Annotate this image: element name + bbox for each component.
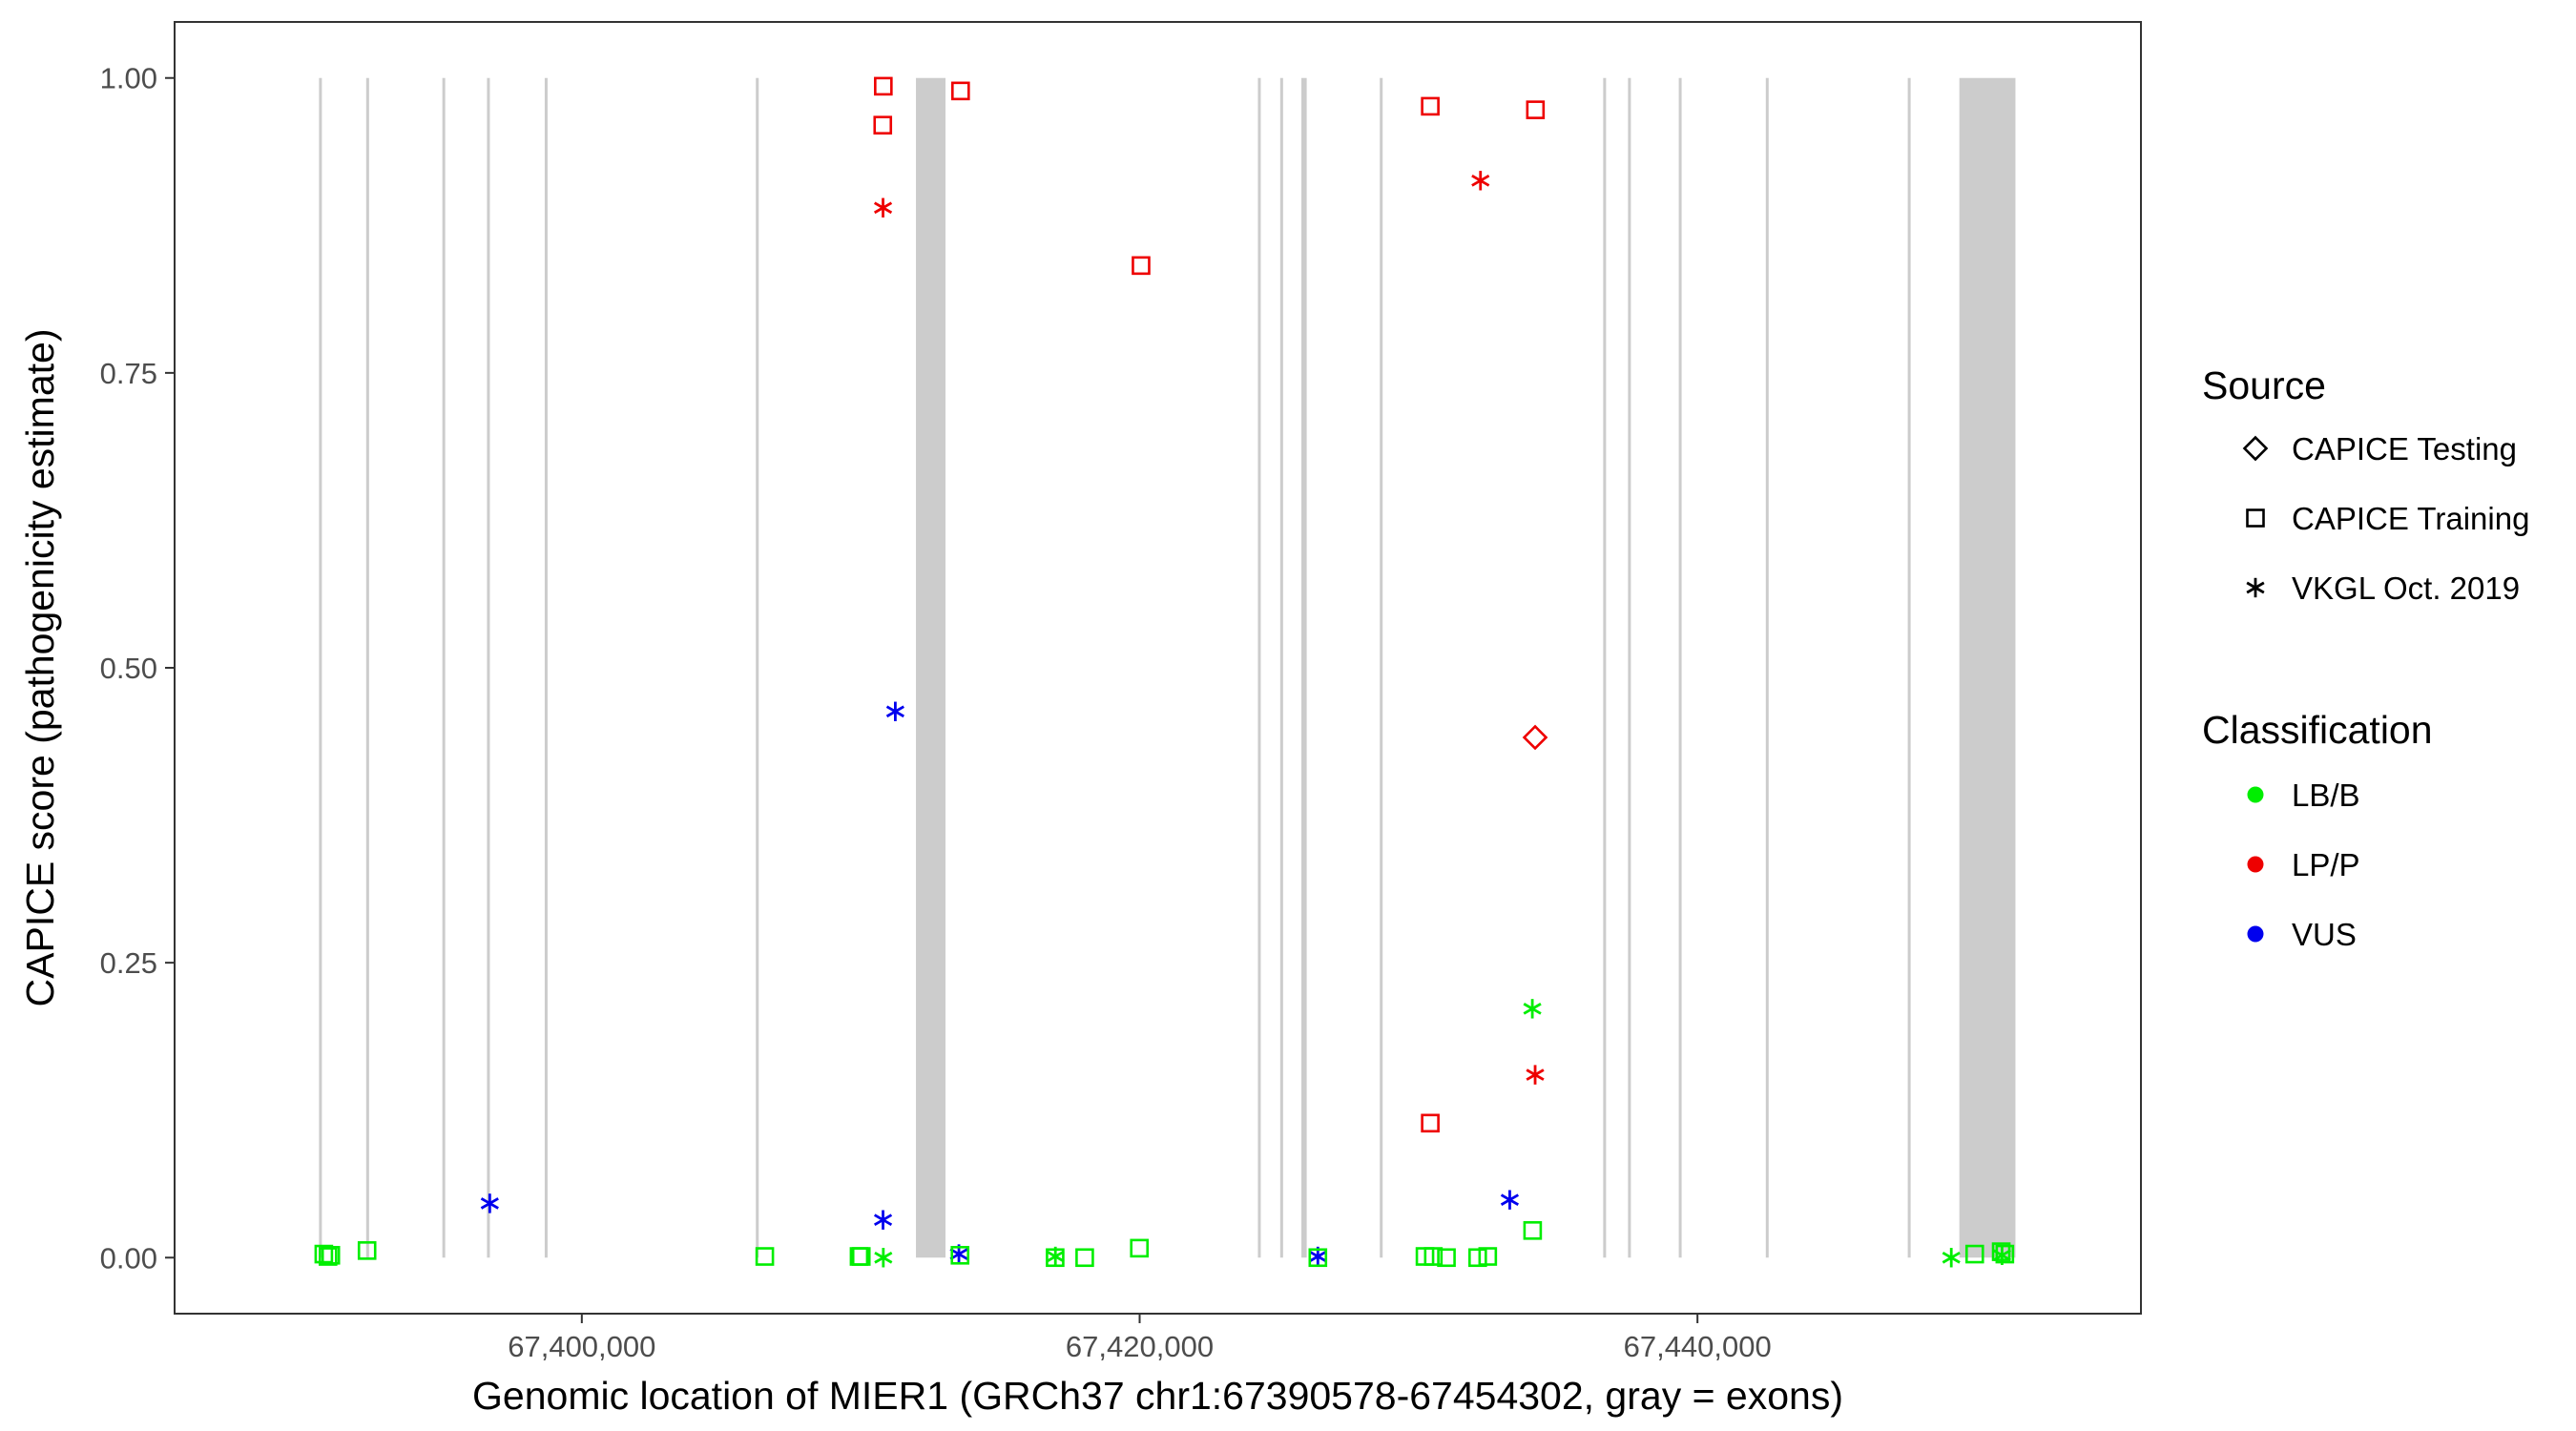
legend-source-title: Source <box>2202 363 2326 407</box>
data-point <box>1964 1244 1984 1264</box>
legend-source-item: CAPICE Testing <box>2242 431 2517 467</box>
legend-key-asterisk <box>2246 577 2265 598</box>
exon-band <box>1959 77 2016 1258</box>
exon-band <box>442 77 446 1258</box>
legend-classification-label: LB/B <box>2292 778 2360 813</box>
exon-band <box>1279 77 1283 1258</box>
legend: Source CAPICE Testing CAPICE Training VKGL… <box>2202 363 2529 952</box>
data-point <box>1523 999 1542 1019</box>
exon-band <box>1603 77 1607 1258</box>
legend-classification-item: LP/P <box>2247 847 2360 882</box>
legend-classification-item: VUS <box>2247 917 2357 952</box>
x-axis-title: Genomic location of MIER1 (GRCh37 chr1:6… <box>472 1374 1843 1418</box>
data-points <box>314 76 2015 1268</box>
x-tick-label: 67,420,000 <box>1066 1330 1214 1363</box>
legend-key-dot <box>2247 925 2264 943</box>
data-point <box>1421 96 1440 116</box>
data-point <box>951 81 970 101</box>
exon-band <box>1380 77 1383 1258</box>
data-point <box>1995 1244 2015 1264</box>
y-tick-label: 0.75 <box>100 357 157 390</box>
data-point <box>1942 1248 1961 1268</box>
exon-band <box>365 77 369 1258</box>
data-point <box>873 197 893 218</box>
data-point <box>755 1247 775 1266</box>
data-point <box>1526 100 1546 119</box>
data-point <box>851 1247 871 1266</box>
data-point <box>874 1248 893 1268</box>
y-tick-label: 1.00 <box>100 62 157 95</box>
data-point <box>874 76 893 96</box>
legend-source-item: VKGL Oct. 2019 <box>2246 570 2520 606</box>
legend-source-item: CAPICE Training <box>2246 501 2529 536</box>
x-tick-label: 67,440,000 <box>1624 1330 1772 1363</box>
data-point <box>1437 1248 1456 1268</box>
legend-source-label: CAPICE Training <box>2292 501 2529 536</box>
exon-band <box>1257 77 1261 1258</box>
exon-band <box>1628 77 1631 1258</box>
legend-classification-items: LB/B LP/P VUS <box>2247 778 2360 952</box>
exon-band <box>1301 77 1307 1258</box>
legend-key-dot <box>2247 786 2264 803</box>
legend-classification-item: LB/B <box>2247 778 2360 813</box>
data-point <box>1468 1248 1487 1268</box>
exon-bands <box>319 77 2016 1258</box>
data-point <box>357 1241 377 1260</box>
legend-classification-title: Classification <box>2202 708 2433 752</box>
data-point <box>1526 1065 1545 1085</box>
data-point <box>480 1193 499 1213</box>
data-point <box>885 701 904 721</box>
legend-classification-label: LP/P <box>2292 847 2360 882</box>
exon-band <box>544 77 548 1258</box>
data-point <box>873 115 893 135</box>
y-axis-title: CAPICE score (pathogenicity estimate) <box>18 329 62 1007</box>
legend-key-square <box>2246 508 2265 528</box>
data-point <box>1471 171 1490 191</box>
data-point <box>1130 1238 1150 1258</box>
exon-band <box>1765 77 1769 1258</box>
legend-key-dot <box>2247 856 2264 873</box>
data-point <box>321 1245 341 1265</box>
exon-band <box>1678 77 1682 1258</box>
legend-key-diamond <box>2242 435 2269 462</box>
legend-source-items: CAPICE Testing CAPICE Training VKGL Oct. 2… <box>2242 431 2529 606</box>
y-tick-label: 0.25 <box>100 946 157 980</box>
data-point <box>1423 1247 1444 1266</box>
data-point <box>1046 1246 1065 1267</box>
data-point <box>1523 1221 1543 1240</box>
data-point <box>1132 256 1151 276</box>
exon-band <box>319 77 322 1258</box>
data-point <box>873 1210 893 1230</box>
exon-band <box>756 77 759 1258</box>
y-tick-label: 0.00 <box>100 1241 157 1275</box>
y-tick-label: 0.50 <box>100 652 157 685</box>
exon-band <box>916 77 946 1258</box>
legend-classification-label: VUS <box>2292 917 2357 952</box>
data-point <box>1478 1247 1498 1266</box>
legend-source-label: CAPICE Testing <box>2292 431 2517 467</box>
y-axis: 0.00 0.25 0.50 0.75 1.00 <box>100 62 175 1275</box>
data-point <box>1500 1190 1520 1210</box>
x-tick-label: 67,400,000 <box>508 1330 655 1363</box>
data-point <box>1522 724 1548 751</box>
x-axis: 67,400,000 67,420,000 67,440,000 <box>508 1314 1772 1363</box>
legend-source-label: VKGL Oct. 2019 <box>2292 570 2520 606</box>
data-point <box>950 1245 970 1265</box>
data-point <box>1421 1113 1440 1133</box>
data-point <box>1075 1248 1094 1268</box>
exon-band <box>487 77 490 1258</box>
data-point <box>1308 1248 1328 1268</box>
exon-band <box>1907 77 1911 1258</box>
